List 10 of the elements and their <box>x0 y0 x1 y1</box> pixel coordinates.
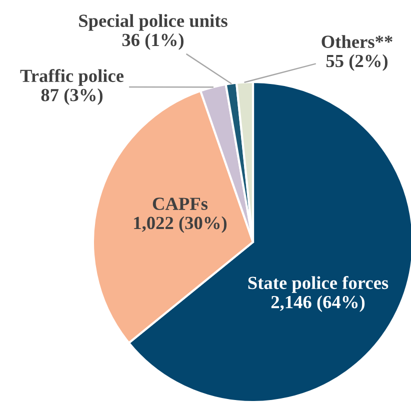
data-label: 55 (2%) <box>326 54 388 71</box>
slice-label: Special police units <box>79 14 228 31</box>
slice-label: Traffic police <box>20 69 124 86</box>
data-label: 2,146 (64%) <box>271 295 365 312</box>
slice-label: Others** <box>322 35 392 48</box>
data-label: 36 (1%) <box>122 33 184 50</box>
slice-label: CAPFs <box>152 198 208 210</box>
data-label: 1,022 (30%) <box>134 216 227 233</box>
data-label: 87 (3%) <box>41 88 103 105</box>
slice-label: State police forces <box>248 276 388 293</box>
